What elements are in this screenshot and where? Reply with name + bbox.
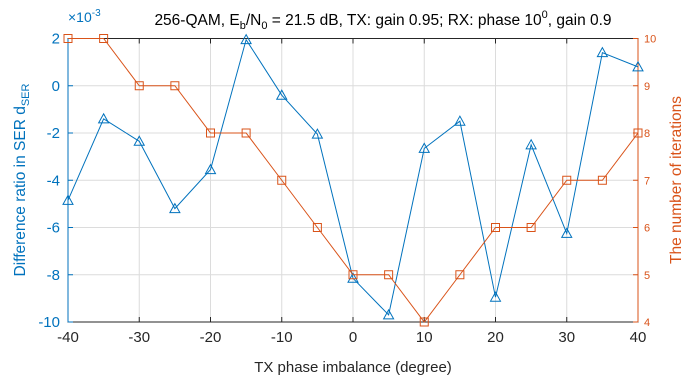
series-2-point (419, 317, 429, 327)
series-2-point (633, 128, 643, 138)
series-1-point (560, 227, 573, 238)
right-y-axis-label: The number of iterations (668, 96, 685, 264)
series-1-point (454, 115, 466, 126)
y-right-tick-label: 5 (644, 270, 650, 282)
series-2-point (562, 175, 572, 185)
x-tick-label: 10 (416, 329, 433, 346)
y-left-tick-label: 2 (52, 31, 60, 48)
y-right-tick-label: 7 (644, 175, 650, 187)
series-2-point (348, 270, 358, 280)
series-2-point (491, 223, 500, 232)
series-1-point (489, 291, 502, 302)
left-y-axis-label: Difference ratio in SER dSER (12, 83, 32, 276)
x-tick-label: -40 (57, 329, 79, 346)
x-tick-label: 30 (558, 329, 575, 346)
y-left-tick-label: -10 (38, 314, 60, 331)
series-2-line (68, 38, 639, 323)
y-left-tick-label: -2 (47, 125, 60, 142)
x-tick-label: 20 (487, 329, 504, 346)
x-axis-label: TX phase imbalance (degree) (254, 359, 452, 376)
x-tick-label: -20 (200, 329, 222, 346)
y-left-tick-label: -8 (47, 267, 60, 284)
series-2-point (597, 175, 607, 185)
data-series (62, 33, 644, 327)
series-2-point (170, 81, 180, 91)
series-1-point (97, 112, 110, 124)
series-1-point (311, 128, 324, 139)
series-1-point (169, 202, 181, 214)
series-1-point (133, 135, 146, 146)
left-y-axis: -10 -8 -6 -4 -2 0 2 (38, 31, 73, 331)
grid-lines (67, 38, 639, 323)
series-2-point (134, 81, 144, 91)
series-1-point (62, 194, 74, 205)
series-1-point (240, 33, 252, 45)
series-1-point (632, 60, 644, 72)
series-1-point (418, 142, 431, 153)
series-1-point (275, 89, 288, 100)
x-axis: -40 -30 -20 -10 0 10 20 30 40 (57, 38, 647, 346)
x-tick-label: -10 (271, 329, 293, 346)
series-2-point (526, 223, 536, 232)
x-tick-label: -30 (128, 329, 150, 346)
series-2-point (312, 223, 322, 232)
y-right-tick-label: 6 (644, 223, 650, 235)
series-1-point (347, 272, 359, 283)
series-1-point (204, 163, 217, 175)
series-2-point (455, 270, 465, 280)
series-2-point (277, 175, 287, 185)
y-left-tick-label: 0 (52, 78, 60, 95)
series-1-point (596, 46, 609, 58)
right-y-axis: 4 5 6 7 8 9 10 (633, 34, 656, 329)
y-right-tick-label: 9 (644, 81, 650, 93)
series-2-point (63, 34, 73, 43)
left-axis-exponent: ×10-3 (68, 8, 101, 25)
series-2-point (384, 270, 394, 280)
series-2-point (99, 34, 109, 43)
y-left-tick-label: -6 (47, 220, 60, 237)
chart-title: 256-QAM, Eb/N0 = 21.5 dB, TX: gain 0.95;… (154, 9, 611, 32)
x-tick-label: 0 (349, 329, 357, 346)
series-2-point (206, 128, 215, 138)
series-1-point (525, 138, 537, 150)
x-tick-label: 40 (630, 329, 647, 346)
y-right-tick-label: 8 (644, 128, 650, 140)
series-1-point (382, 308, 395, 320)
y-right-tick-label: 10 (644, 34, 656, 46)
y-left-tick-label: -4 (47, 172, 60, 189)
y-right-tick-label: 4 (644, 317, 650, 329)
series-2-point (241, 128, 251, 138)
